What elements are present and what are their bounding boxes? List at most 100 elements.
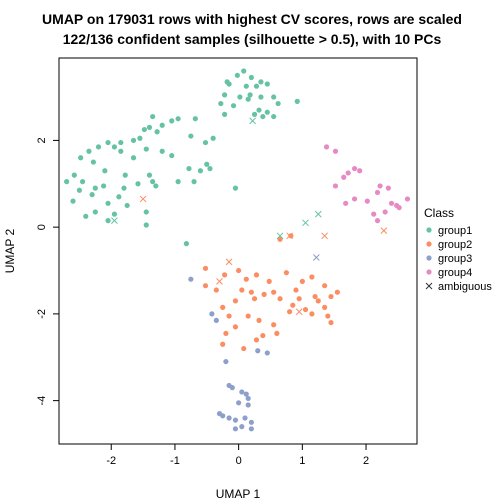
group2-point (293, 287, 299, 293)
group4-point (351, 196, 358, 202)
group1-point (70, 198, 76, 204)
x-axis-label: UMAP 1 (216, 487, 261, 501)
group2-point (213, 287, 219, 293)
ambiguous-point (249, 117, 257, 125)
x-axis: -2 -1 0 1 2 (106, 444, 369, 467)
group4-point (396, 205, 402, 211)
group1-point (154, 129, 160, 135)
group1-point (135, 181, 141, 187)
legend-label-ambiguous: ambiguous (438, 281, 492, 293)
group1-point (143, 222, 149, 228)
group2-point (253, 272, 260, 278)
group1-point (258, 94, 264, 100)
legend-label-group4: group4 (438, 267, 472, 279)
group3-point (264, 350, 270, 356)
group2-point (334, 289, 340, 295)
group1-point (111, 144, 118, 150)
group1-point (78, 155, 84, 161)
legend-title: Class (424, 206, 454, 220)
group2-point (312, 293, 318, 300)
group2-point (222, 272, 228, 278)
group1-point (116, 194, 122, 200)
group1-point (222, 111, 228, 117)
ambiguous-point (302, 219, 309, 227)
ambiguous-point (139, 195, 147, 203)
group1-point (245, 96, 251, 102)
legend-dot-icon (426, 241, 432, 247)
group1-point (260, 113, 266, 120)
ambiguous-point (111, 217, 118, 224)
group1-point (183, 241, 190, 247)
group1-point (83, 213, 89, 219)
group3-point (239, 389, 245, 395)
group3-point (243, 391, 249, 397)
group2-point (220, 341, 226, 347)
group1-point (143, 146, 149, 152)
group1-point (150, 113, 156, 120)
group2-point (202, 283, 209, 289)
group2-point (322, 283, 328, 289)
group2-point (328, 293, 334, 300)
group3-point (242, 415, 248, 421)
group3-point (229, 385, 235, 391)
group2-point (243, 276, 249, 282)
group1-point (86, 148, 92, 154)
group1-point (141, 126, 147, 133)
group3-point (188, 276, 194, 282)
group4-point (332, 183, 339, 189)
group1-point (130, 155, 137, 161)
group1-point (169, 152, 175, 159)
group2-point (299, 278, 305, 284)
group2-point (309, 274, 315, 280)
group2-point (260, 332, 266, 339)
group2-point (290, 302, 296, 308)
group2-point (239, 287, 245, 293)
group1-point (271, 113, 277, 120)
group3-point (236, 400, 242, 406)
legend-label-group3: group3 (438, 253, 472, 265)
x-tick-label: 1 (299, 455, 305, 467)
group2-point (245, 313, 251, 319)
group2-point (277, 236, 283, 242)
group2-point (256, 317, 262, 323)
group3-point (232, 417, 239, 423)
ambiguous-point (314, 210, 322, 218)
group1-point (232, 185, 239, 191)
group2-point (328, 319, 334, 326)
group1-point (241, 68, 247, 74)
group1-point (122, 172, 128, 178)
group3-point (209, 311, 215, 317)
ambiguous-point (225, 258, 233, 266)
group1-point (218, 100, 224, 107)
ambiguous-point (286, 232, 293, 240)
group2-point (232, 324, 239, 330)
group1-point (105, 218, 111, 224)
group3-point (245, 395, 251, 402)
group1-point (143, 209, 149, 215)
group2-point (322, 304, 328, 310)
group1-point (146, 172, 153, 178)
ambiguous-point (321, 232, 328, 240)
group2-point (277, 296, 283, 302)
group1-point (118, 139, 124, 146)
group2-point (248, 289, 254, 295)
y-tick-label: 2 (36, 137, 48, 143)
group1-point (124, 202, 130, 209)
group1-point (210, 135, 216, 141)
group4-point (343, 200, 349, 206)
group2-point (253, 337, 260, 343)
group1-point (137, 135, 143, 141)
group4-point (341, 174, 347, 180)
group2-point (296, 296, 302, 302)
group1-point (175, 116, 181, 122)
group2-point (288, 233, 294, 239)
group2-point (202, 265, 209, 271)
ambiguous-point (276, 232, 284, 240)
group2-point (232, 298, 239, 304)
group1-point (204, 161, 210, 167)
ambiguous-point (295, 308, 303, 316)
group1-point (192, 116, 198, 122)
group1-point (64, 179, 70, 185)
group1-point (92, 209, 98, 215)
group1-point (202, 139, 209, 146)
